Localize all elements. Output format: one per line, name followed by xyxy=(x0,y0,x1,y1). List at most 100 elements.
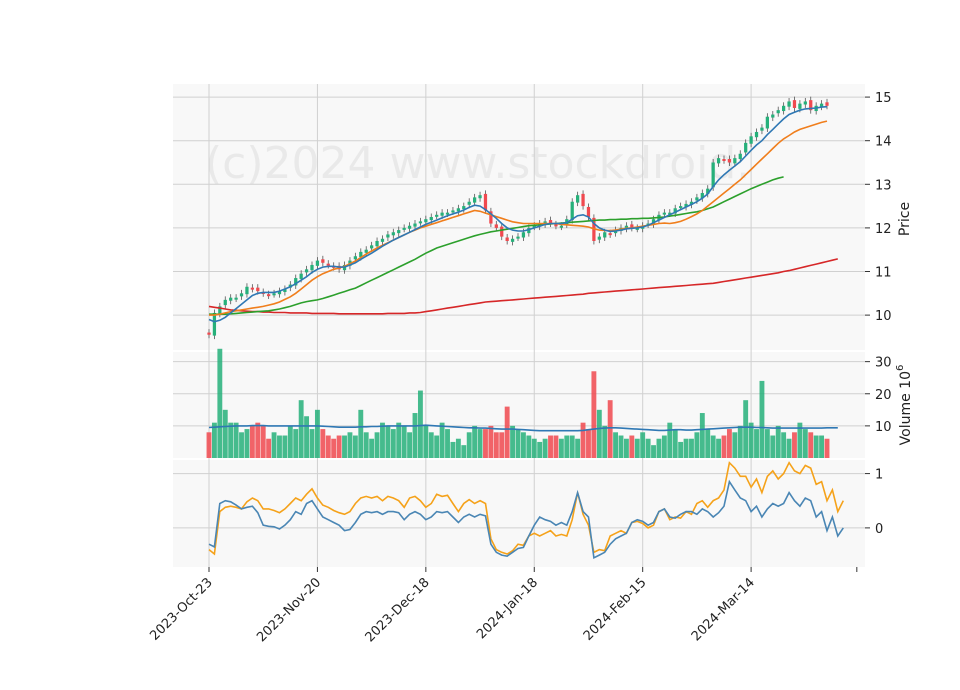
volume-bar xyxy=(531,438,537,458)
candle-body xyxy=(608,233,612,236)
volume-bar xyxy=(586,429,591,458)
x-tick-label: 2024-Mar-14 xyxy=(689,575,758,644)
candle-body xyxy=(310,264,314,271)
volume-bar xyxy=(748,422,754,458)
volume-bar xyxy=(591,371,597,458)
candle-body xyxy=(576,195,580,203)
volume-bar xyxy=(217,348,223,458)
volume-bar xyxy=(759,380,765,458)
candle-body xyxy=(782,105,786,112)
volume-bar xyxy=(613,432,619,458)
volume-axis-title-base: Volume 10 xyxy=(898,371,914,445)
candle-body xyxy=(267,294,271,297)
candle-body xyxy=(798,103,802,109)
volume-bar xyxy=(363,432,369,458)
candle-body xyxy=(792,100,797,108)
volume-bar xyxy=(721,435,727,458)
volume-bar xyxy=(249,425,255,458)
volume-bar xyxy=(461,445,467,458)
candle-body xyxy=(326,263,330,266)
osc-y-tick-label: 0 xyxy=(875,522,883,537)
volume-bar xyxy=(499,432,505,458)
volume-bar xyxy=(396,422,402,458)
volume-bar xyxy=(298,400,304,458)
oscillator-line-a xyxy=(208,479,844,560)
volume-bar xyxy=(374,432,380,458)
volume-bar xyxy=(504,406,510,458)
oscillator-panel-bg xyxy=(173,460,865,567)
volume-bar xyxy=(656,438,662,458)
indicator-lines xyxy=(208,105,845,560)
volume-bar xyxy=(699,413,705,458)
volume-bar xyxy=(255,422,261,458)
volume-bar xyxy=(228,422,234,458)
candle-body xyxy=(527,227,531,234)
candle-body xyxy=(760,127,764,131)
candle-body xyxy=(516,236,520,239)
volume-bar xyxy=(526,435,532,458)
candle-body xyxy=(581,193,585,207)
candle-body xyxy=(825,102,829,106)
volume-bar xyxy=(716,438,722,458)
volume-bar xyxy=(445,429,450,458)
candle-body xyxy=(651,219,656,225)
panel-backgrounds xyxy=(173,84,865,567)
candle-body xyxy=(673,208,677,214)
candle-body xyxy=(451,210,455,213)
volume-bar xyxy=(618,435,624,458)
volume-bar xyxy=(320,429,326,458)
volume-bar xyxy=(569,435,575,458)
candle-body xyxy=(321,259,325,263)
volume-bar xyxy=(293,429,299,458)
volume-bar xyxy=(472,425,478,458)
volume-bar xyxy=(477,429,483,458)
candle-body xyxy=(445,212,450,215)
volume-bar xyxy=(412,413,418,458)
volume-bar xyxy=(537,441,543,458)
volume-bar xyxy=(689,438,694,458)
x-tick-label: 2023-Dec-18 xyxy=(363,575,433,645)
candle-body xyxy=(727,159,732,163)
ma-mid-line xyxy=(209,120,828,316)
candle-body xyxy=(771,114,775,118)
volume-bar xyxy=(347,432,353,458)
volume-bar xyxy=(580,422,586,458)
volume-bar xyxy=(488,425,494,458)
candle-body xyxy=(407,225,412,229)
volume-bar xyxy=(640,432,646,458)
candle-body xyxy=(397,230,401,234)
candle-body xyxy=(229,297,233,301)
volume-bar xyxy=(602,425,608,458)
volume-bar xyxy=(558,438,564,458)
candle-body xyxy=(418,221,423,224)
volume-bar xyxy=(754,429,759,458)
volume-bar xyxy=(493,432,499,458)
candle-body xyxy=(722,159,726,162)
candle-body xyxy=(668,212,672,215)
volume-bar xyxy=(434,435,440,458)
volume-bar xyxy=(705,429,711,458)
volume-bar xyxy=(309,429,315,458)
volume-bar xyxy=(483,429,488,458)
volume-bar xyxy=(710,435,716,458)
price-y-tick-label: 12 xyxy=(875,222,892,237)
candle-body xyxy=(776,110,780,114)
volume-bar xyxy=(824,438,830,458)
volume-bar xyxy=(380,422,385,458)
volume-bar xyxy=(358,409,364,458)
volume-bar xyxy=(211,422,217,458)
volume-bar xyxy=(466,432,472,458)
volume-bars xyxy=(206,348,830,458)
volume-bar xyxy=(271,432,277,458)
candle-body xyxy=(304,269,309,273)
volume-y-tick-label: 10 xyxy=(875,420,892,435)
volume-bar xyxy=(661,435,667,458)
candle-body xyxy=(554,224,558,227)
volume-bar xyxy=(222,409,228,458)
candle-body xyxy=(380,238,385,242)
volume-bar xyxy=(455,438,461,458)
candle-body xyxy=(689,201,694,205)
volume-bar xyxy=(694,432,700,458)
volume-bar xyxy=(325,435,331,458)
